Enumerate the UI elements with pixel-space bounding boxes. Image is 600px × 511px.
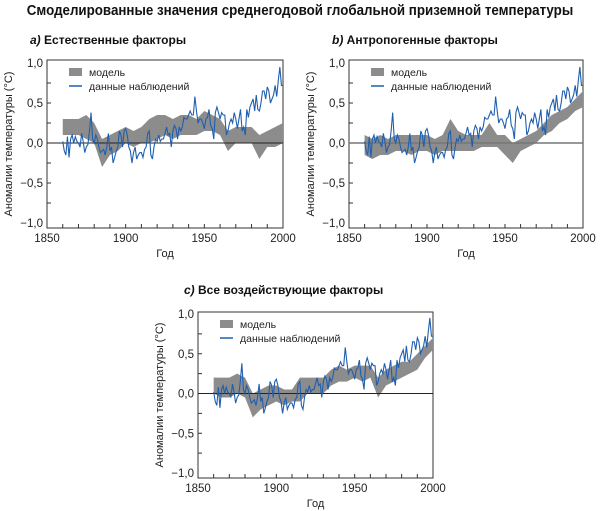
legend-observations-label: данные наблюдений xyxy=(240,333,340,345)
y-tick-label: 1,0 xyxy=(329,58,345,70)
x-tick-label: 1850 xyxy=(336,233,362,245)
figure-title: Смоделированные значения среднегодовой г… xyxy=(26,3,574,19)
x-tick-label: 1900 xyxy=(264,483,290,495)
x-tick-label: 2000 xyxy=(270,233,296,245)
x-tick-label: 1850 xyxy=(34,233,60,245)
y-tick-label: 0,0 xyxy=(178,389,194,401)
model-range-band xyxy=(213,337,433,418)
y-axis-label: Аномалии температуры (°C) xyxy=(305,72,317,217)
x-tick-label: 1900 xyxy=(113,233,139,245)
y-axis-label: Аномалии температуры (°C) xyxy=(154,323,166,468)
panel-title: c) Все воздействующие факторы xyxy=(184,283,383,297)
panel-letter: b) xyxy=(332,33,347,47)
panel-title-text: Антропогенные факторы xyxy=(347,33,498,47)
plot-frame xyxy=(348,59,584,229)
y-tick-label: 0,5 xyxy=(329,98,345,110)
observations-line xyxy=(62,66,283,164)
y-axis-label: Аномалии температуры (°C) xyxy=(3,72,15,217)
x-tick-label: 1950 xyxy=(492,233,518,245)
panel-title-text: Все воздействующие факторы xyxy=(198,283,383,297)
plot-frame xyxy=(46,59,284,229)
model-range-band xyxy=(62,111,283,167)
y-tick-label: 0,5 xyxy=(178,349,194,361)
y-tick-label: −1,0 xyxy=(20,218,43,230)
x-tick-label: 1950 xyxy=(192,233,218,245)
observations-line xyxy=(213,317,433,414)
x-tick-label: 1950 xyxy=(342,483,368,495)
plot-frame xyxy=(197,311,434,479)
panel-a: a) Естественные факторы 1850 1900 1950 2000 1… xyxy=(3,33,296,260)
x-axis-label: Год xyxy=(307,498,325,510)
legend-model-swatch xyxy=(69,68,82,76)
observations-line xyxy=(364,66,583,164)
legend-model-label: модель xyxy=(391,67,428,79)
x-tick-label: 2000 xyxy=(420,483,446,495)
panel-b: b) Антропогенные факторы 1850 1900 1950 2000… xyxy=(305,33,596,260)
y-tick-label: 0,0 xyxy=(27,138,43,150)
y-tick-label: −0,5 xyxy=(20,178,43,190)
panel-title: a) Естественные факторы xyxy=(30,33,186,47)
legend-model-swatch xyxy=(371,68,384,76)
legend-model-swatch xyxy=(220,320,233,328)
panel-letter: c) xyxy=(184,283,198,297)
panel-title-text: Естественные факторы xyxy=(44,33,186,47)
legend-model-label: модель xyxy=(240,319,277,331)
y-tick-label: −0,5 xyxy=(322,178,345,190)
y-tick-label: −0,5 xyxy=(171,428,194,440)
y-tick-label: 0,0 xyxy=(329,138,345,150)
y-tick-label: −1,0 xyxy=(322,218,345,230)
x-tick-label: 1900 xyxy=(414,233,440,245)
panel-c: c) Все воздействующие факторы 1850 1900 195… xyxy=(154,283,446,510)
y-tick-label: 1,0 xyxy=(178,309,194,321)
y-tick-label: −1,0 xyxy=(171,468,194,480)
panel-letter: a) xyxy=(30,33,44,47)
x-axis-label: Год xyxy=(156,248,174,260)
y-tick-label: 0,5 xyxy=(27,98,43,110)
x-tick-label: 2000 xyxy=(570,233,596,245)
legend-model-label: модель xyxy=(89,67,126,79)
x-tick-label: 1850 xyxy=(185,483,211,495)
legend-observations-label: данные наблюдений xyxy=(89,81,189,93)
legend-observations-label: данные наблюдений xyxy=(391,81,491,93)
model-range-band xyxy=(364,91,583,163)
panel-title: b) Антропогенные факторы xyxy=(332,33,498,47)
x-axis-label: Год xyxy=(457,248,475,260)
y-tick-label: 1,0 xyxy=(27,58,43,70)
